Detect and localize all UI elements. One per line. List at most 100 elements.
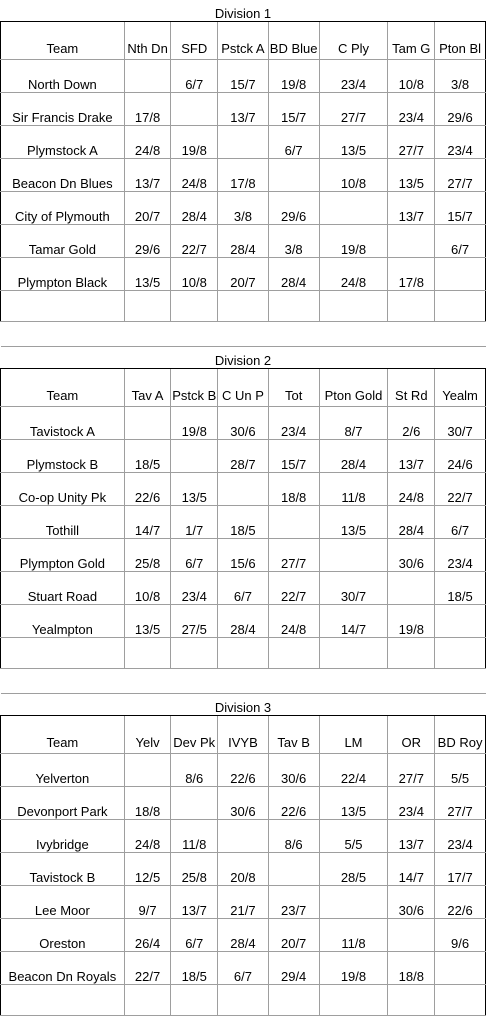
fixture-date-cell[interactable]: 10/8	[170, 257, 219, 291]
fixture-date-cell[interactable]: 29/6	[123, 224, 172, 258]
fixture-date-cell[interactable]: 27/5	[170, 604, 219, 638]
empty-cell[interactable]	[123, 984, 172, 1016]
fixture-date-cell[interactable]: 30/6	[217, 786, 269, 820]
fixture-date-cell[interactable]: 28/4	[170, 191, 219, 225]
fixture-date-cell[interactable]: 13/7	[387, 191, 436, 225]
column-header-pstck-a[interactable]: Pstck A	[217, 21, 269, 60]
column-header-lm[interactable]: LM	[318, 715, 389, 754]
fixture-date-cell[interactable]: 15/6	[217, 538, 269, 572]
fixture-date-cell[interactable]	[123, 59, 172, 93]
fixture-date-cell[interactable]: 10/8	[318, 158, 389, 192]
empty-cell[interactable]	[123, 290, 172, 322]
fixture-date-cell[interactable]: 17/8	[217, 158, 269, 192]
fixture-date-cell[interactable]: 28/4	[217, 604, 269, 638]
fixture-date-cell[interactable]: 28/4	[217, 918, 269, 952]
fixture-date-cell[interactable]: 24/8	[123, 125, 172, 159]
fixture-date-cell[interactable]: 27/7	[434, 158, 486, 192]
empty-cell[interactable]	[170, 984, 219, 1016]
column-header-team[interactable]: Team	[0, 21, 125, 60]
fixture-date-cell[interactable]: 1/7	[170, 505, 219, 539]
fixture-date-cell[interactable]	[318, 538, 389, 572]
fixture-date-cell[interactable]: 19/8	[170, 406, 219, 440]
fixture-date-cell[interactable]: 21/7	[217, 885, 269, 919]
spacer-cell[interactable]	[0, 668, 486, 694]
empty-cell[interactable]	[387, 984, 436, 1016]
fixture-date-cell[interactable]: 22/4	[318, 753, 389, 787]
team-name-cell[interactable]: Plympton Gold	[0, 538, 125, 572]
fixture-date-cell[interactable]: 17/7	[434, 852, 486, 886]
column-header-tav-b[interactable]: Tav B	[267, 715, 320, 754]
fixture-date-cell[interactable]: 26/4	[123, 918, 172, 952]
column-header-c-ply[interactable]: C Ply	[318, 21, 389, 60]
fixture-date-cell[interactable]: 22/7	[170, 224, 219, 258]
fixture-date-cell[interactable]: 19/8	[267, 59, 320, 93]
column-header-tam-g[interactable]: Tam G	[387, 21, 436, 60]
fixture-date-cell[interactable]: 6/7	[217, 571, 269, 605]
fixture-date-cell[interactable]: 11/8	[318, 918, 389, 952]
fixture-date-cell[interactable]: 6/7	[217, 951, 269, 985]
fixture-date-cell[interactable]: 23/4	[434, 538, 486, 572]
fixture-date-cell[interactable]: 13/5	[318, 125, 389, 159]
fixture-date-cell[interactable]: 22/7	[267, 571, 320, 605]
fixture-date-cell[interactable]: 22/7	[434, 472, 486, 506]
fixture-date-cell[interactable]: 27/7	[434, 786, 486, 820]
empty-cell[interactable]	[0, 290, 125, 322]
column-header-tot[interactable]: Tot	[267, 368, 320, 407]
fixture-date-cell[interactable]: 22/7	[123, 951, 172, 985]
fixture-date-cell[interactable]: 22/6	[267, 786, 320, 820]
fixture-date-cell[interactable]: 19/8	[170, 125, 219, 159]
empty-cell[interactable]	[318, 290, 389, 322]
team-name-cell[interactable]: Oreston	[0, 918, 125, 952]
fixture-date-cell[interactable]: 28/5	[318, 852, 389, 886]
fixture-date-cell[interactable]	[434, 257, 486, 291]
team-name-cell[interactable]: Stuart Road	[0, 571, 125, 605]
fixture-date-cell[interactable]: 6/7	[170, 59, 219, 93]
column-header-or[interactable]: OR	[387, 715, 436, 754]
fixture-date-cell[interactable]: 30/6	[267, 753, 320, 787]
fixture-date-cell[interactable]: 9/6	[434, 918, 486, 952]
fixture-date-cell[interactable]: 28/7	[217, 439, 269, 473]
fixture-date-cell[interactable]: 18/5	[123, 439, 172, 473]
empty-cell[interactable]	[217, 290, 269, 322]
fixture-date-cell[interactable]: 2/6	[387, 406, 436, 440]
fixture-date-cell[interactable]	[318, 885, 389, 919]
division-title[interactable]: Division 3	[0, 693, 486, 716]
fixture-date-cell[interactable]: 25/8	[123, 538, 172, 572]
fixture-date-cell[interactable]: 13/5	[123, 604, 172, 638]
fixture-date-cell[interactable]: 27/7	[387, 753, 436, 787]
column-header-c-un-p[interactable]: C Un P	[217, 368, 269, 407]
fixture-date-cell[interactable]: 28/4	[217, 224, 269, 258]
fixture-date-cell[interactable]: 28/4	[267, 257, 320, 291]
fixture-date-cell[interactable]: 17/8	[387, 257, 436, 291]
fixture-date-cell[interactable]: 24/8	[387, 472, 436, 506]
fixture-date-cell[interactable]: 23/4	[387, 786, 436, 820]
team-name-cell[interactable]: Beacon Dn Blues	[0, 158, 125, 192]
column-header-tav-a[interactable]: Tav A	[123, 368, 172, 407]
fixture-date-cell[interactable]: 28/4	[387, 505, 436, 539]
fixture-date-cell[interactable]: 8/6	[267, 819, 320, 853]
fixture-date-cell[interactable]	[123, 406, 172, 440]
fixture-date-cell[interactable]: 30/6	[217, 406, 269, 440]
empty-cell[interactable]	[387, 290, 436, 322]
empty-cell[interactable]	[217, 637, 269, 669]
fixture-date-cell[interactable]: 30/7	[318, 571, 389, 605]
team-name-cell[interactable]: Tothill	[0, 505, 125, 539]
division-title[interactable]: Division 1	[0, 0, 486, 22]
fixture-date-cell[interactable]: 18/5	[434, 571, 486, 605]
fixture-date-cell[interactable]: 14/7	[123, 505, 172, 539]
team-name-cell[interactable]: Yealmpton	[0, 604, 125, 638]
empty-cell[interactable]	[434, 637, 486, 669]
team-name-cell[interactable]: Yelverton	[0, 753, 125, 787]
fixture-date-cell[interactable]: 22/6	[434, 885, 486, 919]
fixture-date-cell[interactable]: 24/8	[170, 158, 219, 192]
fixture-date-cell[interactable]: 29/6	[434, 92, 486, 126]
fixture-date-cell[interactable]: 30/6	[387, 885, 436, 919]
team-name-cell[interactable]: Tavistock A	[0, 406, 125, 440]
fixture-date-cell[interactable]: 30/6	[387, 538, 436, 572]
fixture-date-cell[interactable]: 19/8	[318, 224, 389, 258]
team-name-cell[interactable]: Plymstock B	[0, 439, 125, 473]
column-header-st-rd[interactable]: St Rd	[387, 368, 436, 407]
fixture-date-cell[interactable]: 23/4	[170, 571, 219, 605]
fixture-date-cell[interactable]: 30/7	[434, 406, 486, 440]
fixture-date-cell[interactable]	[387, 224, 436, 258]
